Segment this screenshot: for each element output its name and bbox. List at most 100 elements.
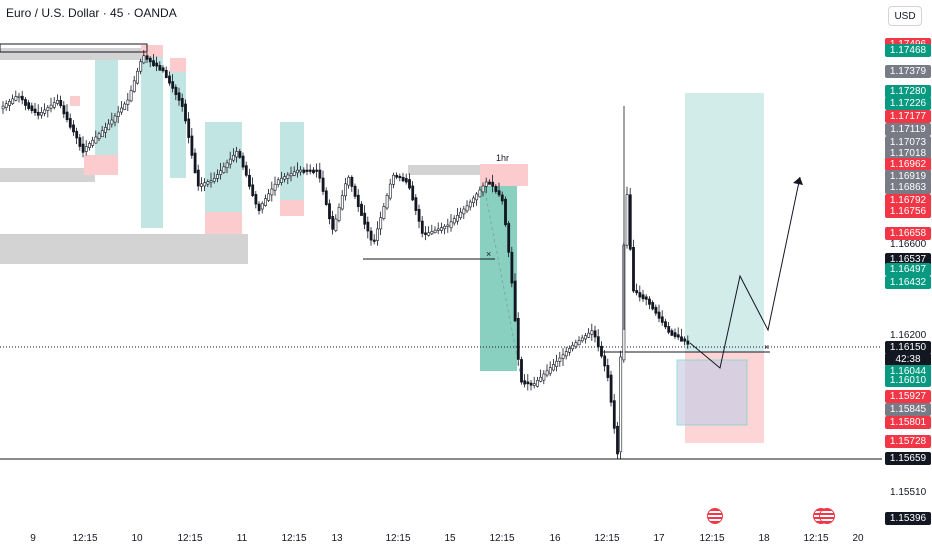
time-label: 18 <box>758 533 770 544</box>
candle-body <box>545 370 549 376</box>
candle-body <box>347 176 351 186</box>
candle-body <box>296 169 299 174</box>
candle-body <box>209 180 213 183</box>
price-tag: 1.16497 <box>885 263 931 276</box>
candle-body <box>443 225 447 230</box>
time-label: 17 <box>653 533 665 544</box>
candle-body <box>376 228 379 241</box>
candle-body <box>216 174 219 179</box>
candle-body <box>180 98 184 107</box>
chart-area[interactable]: 1hr × × Euro / U.S. Dollar · 45 · OANDA <box>0 0 882 520</box>
candle-body <box>161 67 165 72</box>
time-label: 11 <box>236 533 248 544</box>
candle-body <box>596 336 600 348</box>
price-tag: 1.16756 <box>885 205 931 218</box>
candle-body <box>379 217 383 230</box>
candle-body <box>283 176 287 180</box>
price-tag: 1.15927 <box>885 390 931 403</box>
candle-body <box>235 151 239 158</box>
candle-body <box>667 326 671 333</box>
candle-body <box>8 101 11 106</box>
candle-body <box>414 197 418 211</box>
gray-zone <box>0 234 248 264</box>
candle-body <box>49 104 53 109</box>
candle-body <box>260 203 264 210</box>
long-position-target <box>685 93 764 352</box>
candle-body <box>574 342 578 347</box>
red-zone <box>141 45 163 57</box>
candle-body <box>305 169 309 172</box>
candle-body <box>312 169 315 174</box>
price-tag: 1.16658 <box>885 227 931 240</box>
candle-body <box>81 143 85 153</box>
candle-body <box>590 330 594 335</box>
candle-body <box>113 115 117 123</box>
candle-body <box>251 184 255 196</box>
price-tag: 1.16432 <box>885 276 931 289</box>
candle-body <box>420 220 424 234</box>
symbol-title[interactable]: Euro / U.S. Dollar · 45 · OANDA <box>6 6 177 20</box>
candle-body <box>600 345 603 357</box>
time-label: 15 <box>444 533 456 544</box>
candle-body <box>33 108 37 114</box>
candle-body <box>452 218 456 224</box>
candle-body <box>65 111 69 121</box>
candle-body <box>264 198 267 206</box>
price-tag: 1.15396 <box>885 512 931 525</box>
candle-body <box>488 181 491 185</box>
candle-body <box>401 177 405 182</box>
candle-body <box>148 57 152 63</box>
us-flag-icon[interactable] <box>707 508 723 524</box>
candle-body <box>446 224 450 227</box>
red-zone <box>170 58 186 72</box>
time-label: 12:15 <box>489 533 515 544</box>
timeframe-label: 1hr <box>496 153 509 163</box>
candle-body <box>648 298 651 305</box>
candle-body <box>500 194 504 202</box>
candle-body <box>344 183 347 197</box>
candle-body <box>526 381 530 385</box>
candle-body <box>552 364 555 371</box>
candle-body <box>97 133 101 140</box>
candle-body <box>203 182 207 187</box>
candle-body <box>571 344 575 350</box>
candle-body <box>382 206 386 219</box>
candle-body <box>468 201 472 208</box>
candle-body <box>657 311 661 319</box>
price-tag: 42:38 <box>885 353 931 366</box>
candle-body <box>612 400 616 429</box>
candle-body <box>398 175 402 179</box>
drawing-lines <box>0 43 882 460</box>
candle-body <box>120 107 123 113</box>
green-zone <box>280 122 304 200</box>
candle-body <box>513 280 517 322</box>
candle-body <box>228 158 232 165</box>
time-label: 12:15 <box>594 533 620 544</box>
candle-body <box>257 203 261 212</box>
currency-button[interactable]: USD <box>888 6 922 26</box>
candle-body <box>660 316 664 323</box>
candle-body <box>440 227 443 231</box>
candle-body <box>177 92 181 101</box>
candle-body <box>324 190 328 205</box>
candle-body <box>577 340 581 346</box>
candle-body <box>616 425 619 455</box>
candle-body <box>14 96 18 101</box>
price-tag: 1.17119 <box>885 123 931 136</box>
time-label: 12:15 <box>72 533 98 544</box>
price-tag: 1.17177 <box>885 110 931 123</box>
candle-body <box>46 107 50 111</box>
candle-body <box>36 111 40 116</box>
us-flag-icon[interactable] <box>819 508 835 524</box>
candle-body <box>84 146 88 152</box>
price-chart[interactable]: 1hr × × <box>0 0 882 520</box>
candle-body <box>427 232 431 236</box>
candle-body <box>286 174 290 179</box>
time-label: 9 <box>30 533 36 544</box>
candle-body <box>52 102 56 108</box>
candle-body <box>462 208 466 215</box>
candle-body <box>673 332 677 337</box>
candle-body <box>411 185 415 201</box>
candle-body <box>404 178 408 183</box>
candle-body <box>555 360 559 367</box>
